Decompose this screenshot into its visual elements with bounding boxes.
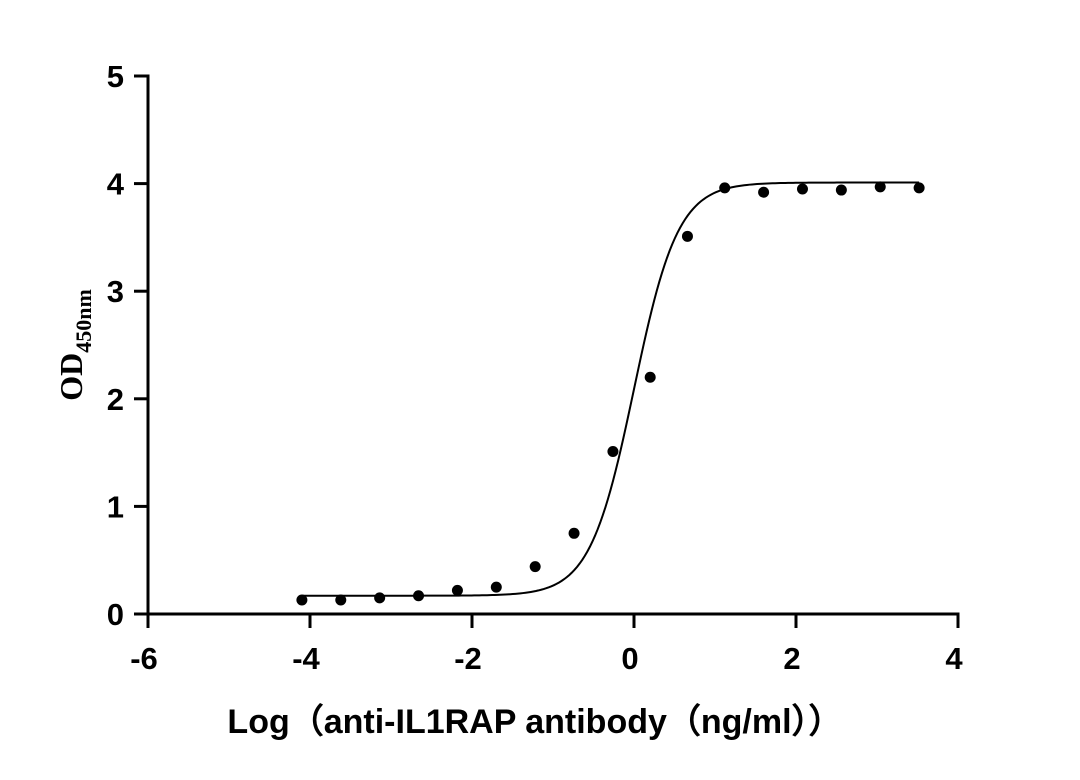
y-tick-label: 2 (107, 382, 124, 417)
fit-curve (301, 181, 920, 597)
data-point (874, 181, 886, 193)
data-point (758, 186, 770, 198)
x-tick-label: 4 (945, 641, 963, 676)
data-point (529, 561, 541, 573)
data-point (607, 446, 619, 458)
data-point (296, 594, 308, 606)
axis-labels: Log（anti-IL1RAP antibody（ng/ml）） OD450nm (53, 289, 843, 741)
x-tick-label: -6 (130, 641, 158, 676)
y-tick-label: 1 (107, 489, 124, 524)
x-tick-label: -4 (292, 641, 320, 676)
data-points-layer (296, 181, 925, 606)
fit-curve-layer (301, 181, 920, 597)
x-tick-label: 2 (783, 641, 800, 676)
y-tick-label: 0 (107, 597, 124, 632)
data-point (913, 182, 925, 194)
data-point (335, 594, 347, 606)
data-point (413, 590, 425, 602)
x-tick-label: -2 (454, 641, 482, 676)
y-tick-label: 3 (107, 274, 124, 309)
x-tick-label: 0 (621, 641, 638, 676)
data-point (835, 184, 847, 196)
y-tick-label: 4 (107, 167, 125, 202)
data-point (796, 183, 808, 195)
axes: -6 -4 -2 0 2 4 0 1 2 3 4 5 (107, 59, 964, 676)
x-axis-label: Log（anti-IL1RAP antibody（ng/ml）） (227, 702, 842, 741)
y-axis-label-subscript: 450nm (71, 289, 96, 353)
y-axis-label-main: OD (53, 353, 89, 401)
y-tick-label: 5 (107, 59, 124, 94)
data-point (681, 230, 693, 242)
data-point (490, 581, 502, 593)
data-point (374, 592, 386, 604)
data-point (644, 371, 656, 383)
data-point (719, 182, 731, 194)
y-axis-label: OD450nm (53, 289, 96, 401)
data-point (568, 527, 580, 539)
data-point (451, 584, 463, 596)
